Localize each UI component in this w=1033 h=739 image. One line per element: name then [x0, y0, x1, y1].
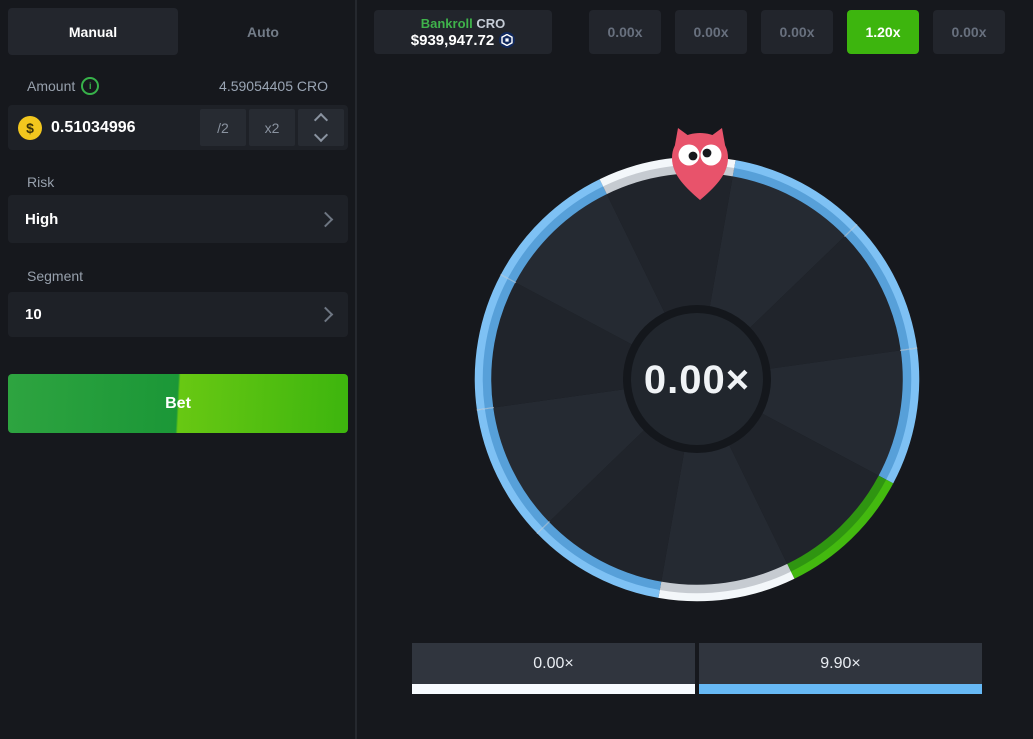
- wheel-result-multiplier: 0.00×: [644, 358, 750, 402]
- risk-select[interactable]: High: [8, 195, 348, 243]
- amount-input[interactable]: $ 0.51034996 /2 x2: [8, 105, 348, 150]
- segment-value: 10: [25, 306, 42, 323]
- info-icon[interactable]: i: [81, 77, 100, 95]
- history-badge: 1.20x: [847, 10, 919, 54]
- amount-stepper[interactable]: [298, 109, 344, 146]
- result-legend: 0.00× 9.90×: [412, 643, 982, 694]
- legend-color-bar: [699, 684, 982, 694]
- legend-cell: 9.90×: [699, 643, 982, 694]
- legend-multiplier: 9.90×: [820, 654, 861, 672]
- owl-pointer-icon: [672, 128, 728, 200]
- amount-label: Amount: [27, 78, 76, 94]
- bet-button[interactable]: Bet: [8, 374, 348, 433]
- bet-panel: Manual Auto Amount i 4.59054405 CRO $ 0.…: [0, 0, 357, 739]
- bankroll-label: Bankroll: [420, 15, 473, 31]
- history-list: 0.00x 0.00x 0.00x 1.20x 0.00x: [589, 10, 1005, 54]
- tab-auto[interactable]: Auto: [178, 8, 348, 55]
- history-badge: 0.00x: [933, 10, 1005, 54]
- segment-label-row: Segment: [8, 266, 348, 286]
- wheel-area: 0.00×: [472, 114, 922, 604]
- legend-cell: 0.00×: [412, 643, 695, 694]
- legend-multiplier: 0.00×: [533, 654, 574, 672]
- chevron-right-icon: [317, 211, 334, 227]
- amount-converted-value: 4.59054405 CRO: [219, 78, 328, 94]
- risk-label-row: Risk: [8, 172, 348, 192]
- segment-select[interactable]: 10: [8, 292, 348, 337]
- dollar-coin-icon: $: [18, 115, 42, 140]
- tab-manual[interactable]: Manual: [8, 8, 178, 55]
- half-bet-button[interactable]: /2: [200, 109, 246, 146]
- segment-label: Segment: [27, 268, 84, 284]
- legend-color-bar: [412, 684, 695, 694]
- chevron-right-icon: [317, 306, 334, 323]
- risk-value: High: [25, 210, 59, 228]
- amount-label-row: Amount i 4.59054405 CRO: [8, 76, 348, 96]
- cro-coin-icon: [499, 32, 516, 48]
- amount-value[interactable]: 0.51034996: [51, 118, 136, 136]
- history-badge: 0.00x: [589, 10, 661, 54]
- chevron-down-icon[interactable]: [313, 127, 329, 143]
- bankroll-box[interactable]: Bankroll CRO $939,947.72: [374, 10, 552, 54]
- risk-label: Risk: [27, 174, 55, 190]
- bankroll-value: $939,947.72: [410, 31, 495, 49]
- double-bet-button[interactable]: x2: [249, 109, 295, 146]
- history-badge: 0.00x: [761, 10, 833, 54]
- chevron-up-icon[interactable]: [313, 112, 329, 128]
- history-badge: 0.00x: [675, 10, 747, 54]
- bet-mode-tabs: Manual Auto: [8, 8, 348, 55]
- wheel-svg: 0.00×: [474, 128, 920, 602]
